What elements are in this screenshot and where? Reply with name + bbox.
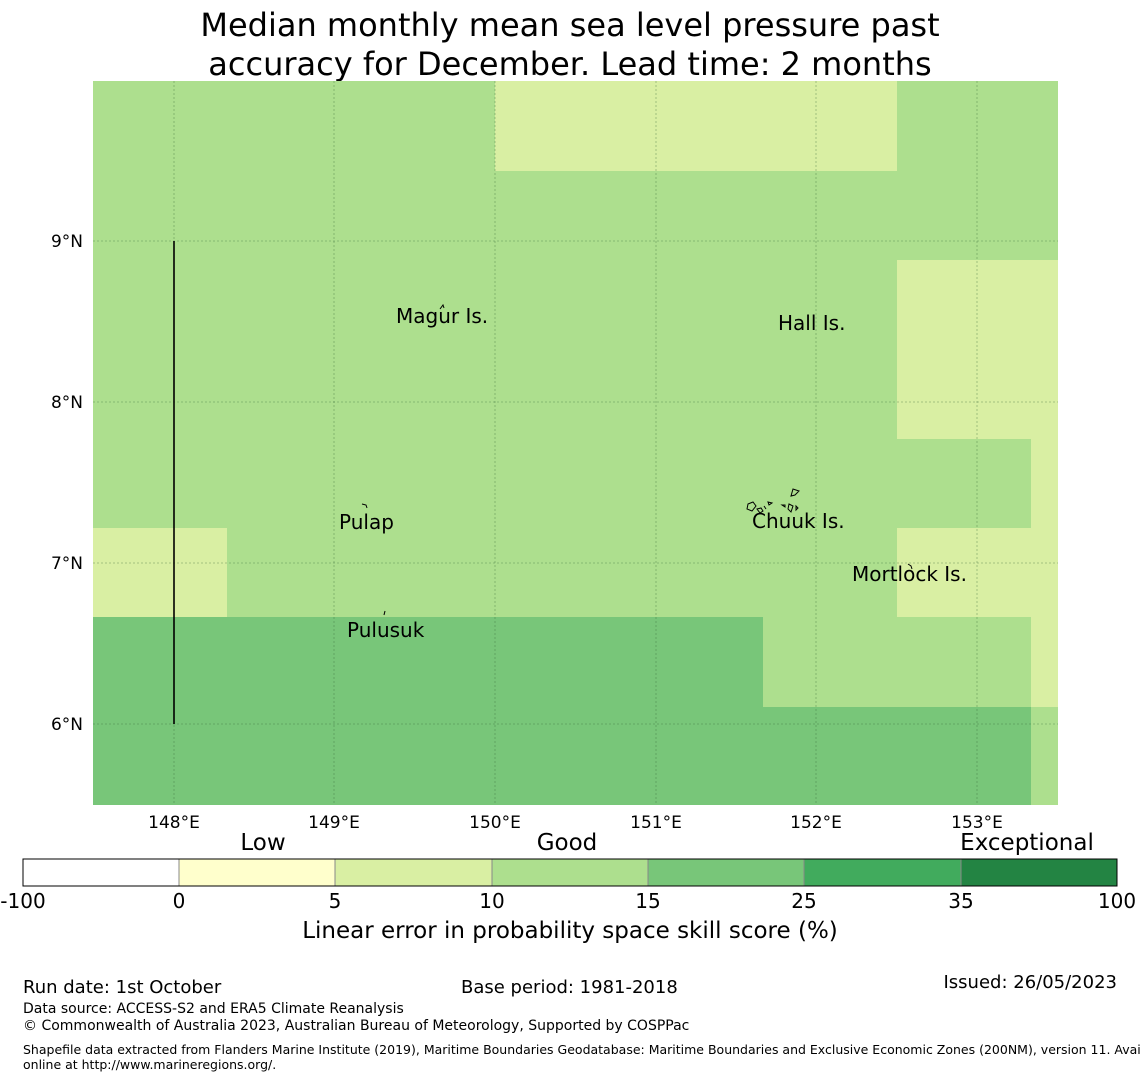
grid-cell	[1031, 439, 1058, 707]
map: 9°N 8°N 7°N 6°N 148°E 149°E 150°E 151°E …	[51, 81, 1058, 830]
chart-title-line1: Median monthly mean sea level pressure p…	[200, 6, 940, 44]
pulusuk-island-shape	[383, 610, 386, 616]
place-label-mortlock: Mortlock Is.	[852, 562, 967, 586]
colorbar-frame	[22, 858, 1118, 887]
place-label-hall: Hall Is.	[778, 311, 845, 335]
colorbar-tick: 25	[791, 889, 817, 913]
place-label-magur: Magur Is.	[396, 304, 488, 328]
lon-label: 149°E	[308, 813, 360, 830]
data-source: Data source: ACCESS-S2 and ERA5 Climate …	[23, 1001, 404, 1017]
shapefile-credit-line2: online at http://www.marineregions.org/.	[23, 1057, 277, 1072]
colorbar-segment	[23, 859, 179, 886]
pulap-island-shape	[361, 503, 368, 509]
mortlock-island-shape	[907, 563, 913, 570]
colorbar-label-good: Good	[536, 830, 598, 856]
colorbar	[22, 858, 1118, 887]
grid-cell	[93, 528, 227, 617]
colorbar-label-exceptional: Exceptional	[960, 830, 1094, 856]
lon-label: 150°E	[469, 813, 521, 830]
lat-label: 8°N	[51, 393, 83, 413]
magur-island-shape	[439, 303, 445, 310]
colorbar-tick: -100	[0, 889, 46, 913]
lat-label: 6°N	[51, 715, 83, 735]
colorbar-segment	[492, 859, 648, 886]
colorbar-tick: 15	[635, 889, 661, 913]
lat-label: 7°N	[51, 554, 83, 574]
lon-label: 153°E	[951, 813, 1003, 830]
grid-cell	[897, 260, 1058, 439]
colorbar-segment	[648, 859, 804, 886]
chart-title-line2: accuracy for December. Lead time: 2 mont…	[208, 45, 932, 83]
lon-label: 152°E	[790, 813, 842, 830]
colorbar-label-low: Low	[240, 830, 286, 856]
lon-label: 151°E	[630, 813, 682, 830]
colorbar-segment	[335, 859, 492, 886]
chuuk-lagoon-shape	[746, 488, 800, 514]
skill-score-grid	[93, 81, 1058, 805]
colorbar-segment	[179, 859, 335, 886]
lat-label: 9°N	[51, 232, 83, 252]
island-shapes	[361, 303, 913, 616]
grid-cell	[495, 81, 897, 171]
lon-label: 148°E	[148, 813, 200, 830]
place-label-pulap: Pulap	[339, 510, 394, 534]
colorbar-tick: 10	[479, 889, 505, 913]
place-label-chuuk: Chuuk Is.	[752, 509, 845, 533]
colorbar-tick: 35	[948, 889, 974, 913]
shapefile-credit-line1: Shapefile data extracted from Flanders M…	[23, 1042, 1140, 1057]
colorbar-segment	[961, 859, 1117, 886]
grid-cell	[763, 707, 1031, 805]
run-date: Run date: 1st October	[23, 977, 222, 998]
grid-cell	[93, 617, 763, 805]
colorbar-segment	[804, 859, 961, 886]
colorbar-tick: 100	[1097, 889, 1137, 913]
colorbar-tick: 5	[328, 889, 342, 913]
grid-cell	[897, 528, 1031, 617]
issued-date: Issued: 26/05/2023	[943, 972, 1117, 993]
colorbar-tick: 0	[172, 889, 186, 913]
colorbar-axis-label: Linear error in probability space skill …	[302, 918, 838, 944]
base-period: Base period: 1981-2018	[461, 977, 678, 998]
copyright: © Commonwealth of Australia 2023, Austra…	[23, 1018, 690, 1034]
place-label-pulusuk: Pulusuk	[347, 618, 425, 642]
